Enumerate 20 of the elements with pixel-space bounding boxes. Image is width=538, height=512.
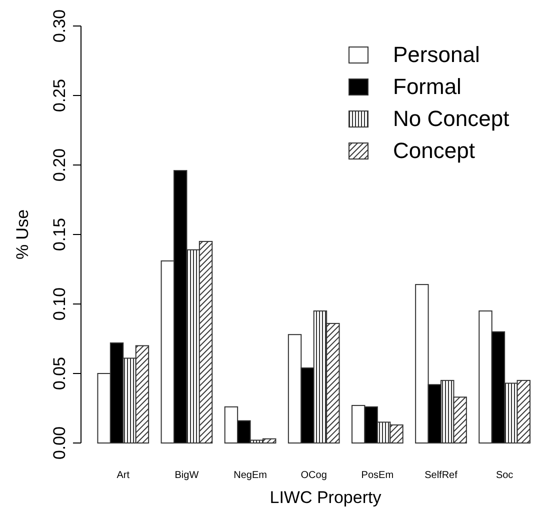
legend-label: Formal — [393, 74, 462, 99]
x-tick-label: Art — [116, 470, 130, 481]
y-tick-label: 0.30 — [50, 9, 69, 43]
y-tick-label: 0.15 — [50, 218, 69, 252]
legend-label: No Concept — [393, 106, 510, 131]
x-axis-title: LIWC Property — [270, 488, 382, 507]
x-tick-label: SelfRef — [424, 470, 458, 481]
y-tick-label: 0.00 — [50, 426, 69, 460]
y-tick-label: 0.10 — [50, 287, 69, 321]
y-tick-label: 0.05 — [50, 356, 69, 390]
legend-label: Concept — [393, 138, 475, 163]
y-axis-title: % Use — [13, 209, 32, 260]
y-tick-label: 0.20 — [50, 148, 69, 182]
x-tick-label: OCog — [300, 470, 327, 481]
x-tick-label: BigW — [174, 470, 200, 481]
x-tick-label: Soc — [496, 470, 514, 481]
y-tick-label: 0.25 — [50, 78, 69, 112]
x-tick-label: NegEm — [234, 470, 267, 481]
x-tick-label: PosEm — [361, 470, 394, 481]
legend-label: Personal — [393, 42, 480, 67]
